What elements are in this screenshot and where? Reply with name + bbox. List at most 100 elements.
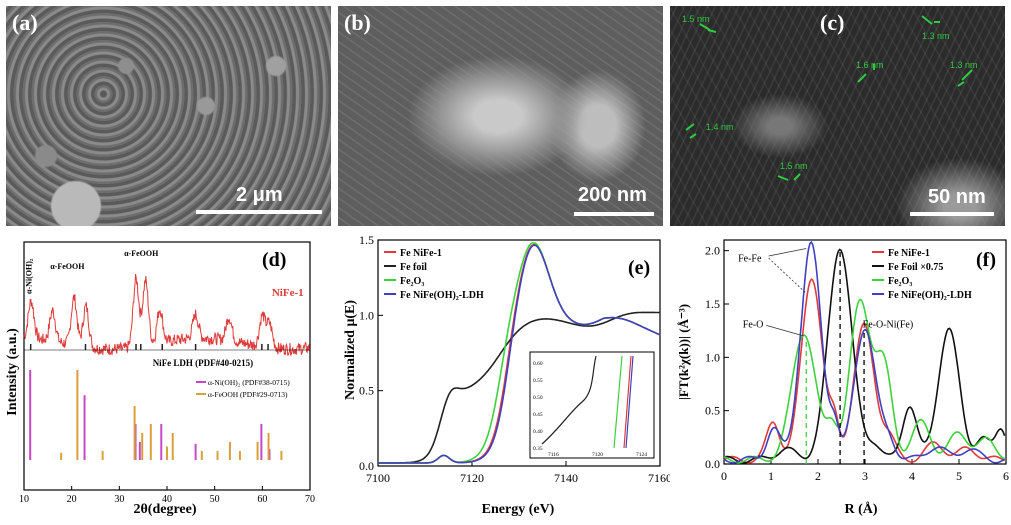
x-axis-label: R (Å) [844, 501, 877, 517]
series-line [723, 248, 1006, 464]
measurement-label: 1.4 nm [706, 122, 734, 132]
scale-bar-label-c: 50 nm [928, 186, 986, 208]
x-tick-label: 3 [862, 469, 868, 483]
series-label: NiFe-1 [272, 287, 304, 299]
measurement-label: 1.5 nm [682, 14, 710, 24]
exafs-chart: |FT(k²χ(k))| (Å⁻³) R (Å) (f) 0 1 2 3 4 5 6 0.0 0… [676, 239, 1009, 517]
legend-label: Fe foil [400, 262, 427, 273]
y-tick-label: 0.5 [359, 384, 374, 398]
plot-frame [377, 239, 661, 467]
panel-label-b: (b) [344, 10, 371, 35]
x-tick-label: 7100 [366, 471, 390, 485]
scale-bar-b [574, 212, 654, 216]
series-line [723, 298, 1005, 464]
y-tick-label: 1.5 [705, 297, 720, 311]
x-axis-label: 2θ(degree) [133, 502, 196, 517]
x-tick-label: 40 [162, 494, 172, 505]
legend-label: Fe NiFe-1 [888, 248, 930, 259]
inset-line [625, 355, 634, 449]
y-axis-label: Normalized μ(E) [343, 300, 358, 400]
x-tick-label: 4 [909, 469, 915, 483]
x-tick-label: 20 [67, 494, 77, 505]
inset-tick-label: 0.55 [533, 378, 543, 384]
inset-frame [529, 351, 655, 459]
inset-tick-label: 7124 [636, 452, 647, 458]
scale-bar-label-a: 2 μm [236, 184, 283, 206]
panel-label-e: (e) [628, 257, 650, 279]
annotation-leader [768, 257, 807, 294]
sem-image-b: (b) 200 nm [338, 6, 663, 226]
x-tick-label: 50 [210, 494, 220, 505]
inset-tick-label: 0.35 [533, 446, 543, 452]
annotation: Fe-O-Ni(Fe) [863, 319, 914, 330]
x-tick-label: 1 [768, 469, 774, 483]
peak-label: α-FeOOH [124, 249, 159, 258]
sem-image-a: (a) 2 μm [6, 6, 331, 226]
y-tick-label: 2.0 [705, 244, 720, 258]
measurement-label: 1.3 nm [922, 31, 950, 41]
series-line [378, 311, 660, 464]
scale-bar-label-b: 200 nm [578, 184, 647, 206]
y-axis-label: |FT(k²χ(k))| (Å⁻³) [676, 304, 691, 400]
annotation: Fe-Fe [738, 253, 762, 264]
ref-label: NiFe LDH (PDF#40-0215) [153, 358, 253, 368]
peak-label: α-Ni(OH)₂ [25, 258, 34, 294]
x-tick-label: 2 [815, 469, 821, 483]
measurement-label: 1.3 nm [950, 60, 978, 70]
x-tick-label: 60 [257, 494, 267, 505]
x-tick-label: 6 [1003, 469, 1009, 483]
inset-tick-label: 7116 [548, 452, 559, 458]
scale-bar-a [196, 210, 322, 214]
legend-label: Fe NiFe(OH)₂-LDH [888, 290, 972, 301]
inset-foil-line [541, 355, 597, 445]
y-axis-label: Intensity (a.u.) [5, 328, 20, 416]
legend-label: α-FeOOH (PDF#29-0713) [208, 390, 288, 399]
x-tick-label: 10 [19, 494, 29, 505]
inset-tick-label: 0.45 [533, 412, 543, 418]
panel-label-a: (a) [12, 10, 38, 35]
legend-label: Fe₂O₃ [400, 276, 424, 287]
y-tick-label: 1.0 [359, 308, 374, 322]
xrd-pattern-line [23, 273, 311, 356]
x-axis-label: Energy (eV) [482, 502, 555, 517]
measurement-label: 1.6 nm [856, 60, 884, 70]
peak-label: α-FeOOH [50, 262, 85, 271]
legend-label: Fe₂O₃ [888, 276, 912, 287]
tem-image-c: (c) 1.5 nm 1.3 nm 1.6 nm 1.3 nm 1.4 nm 1… [670, 6, 1005, 226]
x-tick-label: 7160 [648, 471, 670, 485]
series-line [723, 240, 1006, 464]
inset-line [613, 355, 623, 449]
y-tick-label: 0.5 [705, 404, 720, 418]
inset-line [623, 355, 632, 449]
x-tick-label: 7120 [460, 471, 484, 485]
x-tick-label: 30 [114, 494, 124, 505]
xrd-chart: Intensity (a.u.) 2θ(degree) (d) NiFe-1 α-… [5, 241, 315, 517]
x-tick-label: 0 [721, 469, 727, 483]
inset-tick-label: 0.50 [533, 395, 543, 401]
series-line [378, 244, 661, 464]
legend-label: Fe Foil ×0.75 [888, 262, 943, 273]
y-tick-label: 1.0 [705, 350, 720, 364]
y-tick-label: 0.0 [705, 457, 720, 471]
x-tick-label: 7140 [554, 471, 578, 485]
inset-tick-label: 0.60 [533, 361, 543, 367]
x-tick-label: 70 [305, 494, 315, 505]
inset-tick-label: 0.40 [533, 429, 543, 435]
inset-tick-label: 7120 [592, 452, 603, 458]
legend-label: α-Ni(OH)₂ (PDF#38-0715) [208, 378, 290, 387]
series-line [723, 278, 1005, 464]
xanes-chart: Normalized μ(E) Energy (eV) (e) 7100 7120… [343, 233, 670, 517]
annotation-leader [766, 324, 805, 337]
legend-label: Fe NiFe(OH)₂-LDH [400, 290, 484, 301]
x-tick-label: 5 [956, 469, 962, 483]
scale-bar-c [910, 212, 994, 216]
panel-label-d: (d) [262, 249, 286, 271]
annotation: Fe-O [743, 319, 764, 330]
panel-label-f: (f) [976, 249, 996, 271]
measurement-label: 1.5 nm [780, 161, 808, 171]
y-tick-label: 1.5 [359, 233, 374, 247]
panel-label-c: (c) [820, 10, 845, 35]
y-tick-label: 0.0 [359, 459, 374, 473]
legend-label: Fe NiFe-1 [400, 248, 442, 259]
annotation-leader [768, 248, 807, 257]
